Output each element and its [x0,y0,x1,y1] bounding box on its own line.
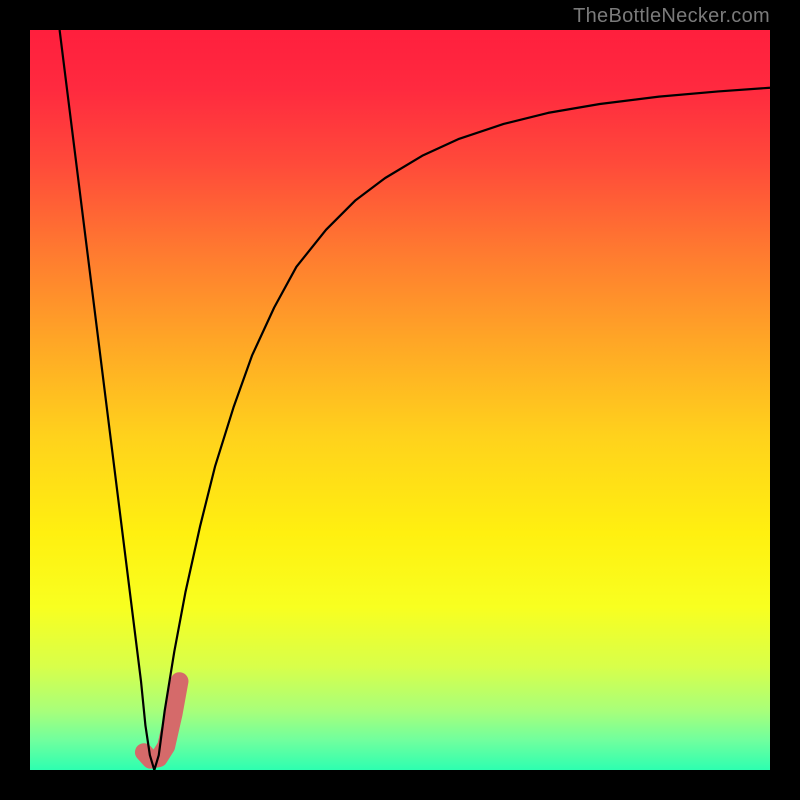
plot-area [30,30,770,770]
bottleneck-curve [60,30,770,770]
watermark-text: TheBottleNecker.com [573,5,770,28]
chart-container [0,0,800,800]
curve-layer [30,30,770,770]
